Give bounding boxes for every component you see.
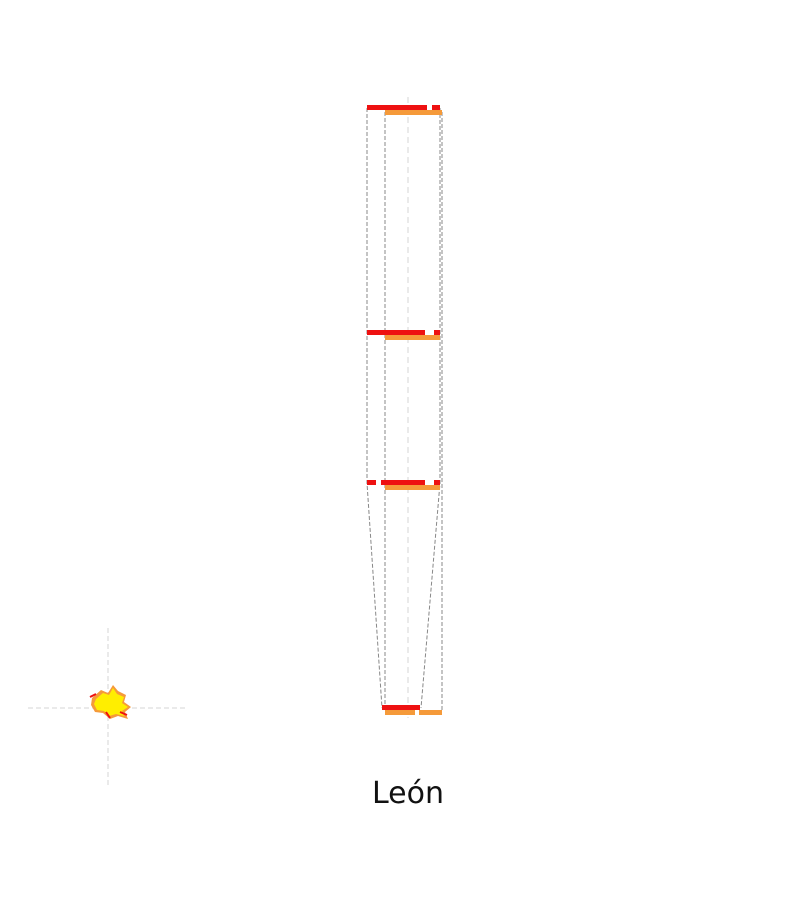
map-glyph-red-edge xyxy=(89,693,128,719)
outline-inner xyxy=(384,112,443,712)
outline-outer xyxy=(366,108,441,709)
bar-red-level-4 xyxy=(382,705,420,710)
bar-orange-level-2 xyxy=(385,335,440,340)
region-label: León xyxy=(371,776,444,811)
bar-orange-level-4-b xyxy=(419,710,442,715)
bar-orange-level-1 xyxy=(385,110,442,115)
level-bars xyxy=(367,105,442,715)
map-glyph-fill xyxy=(94,688,128,716)
bar-orange-level-4-a xyxy=(385,710,415,715)
bar-red-level-1 xyxy=(367,105,427,110)
bar-red-level-3-a xyxy=(367,480,376,485)
bar-red-level-3-b xyxy=(381,480,425,485)
bar-orange-level-3 xyxy=(385,485,440,490)
bar-red-level-1-tail xyxy=(432,105,440,110)
bar-red-level-3-tail xyxy=(434,480,440,485)
leon-province-map-icon xyxy=(89,685,131,719)
bar-red-level-2 xyxy=(367,330,425,335)
column-outlines xyxy=(366,108,443,712)
bar-red-level-2-tail xyxy=(434,330,440,335)
